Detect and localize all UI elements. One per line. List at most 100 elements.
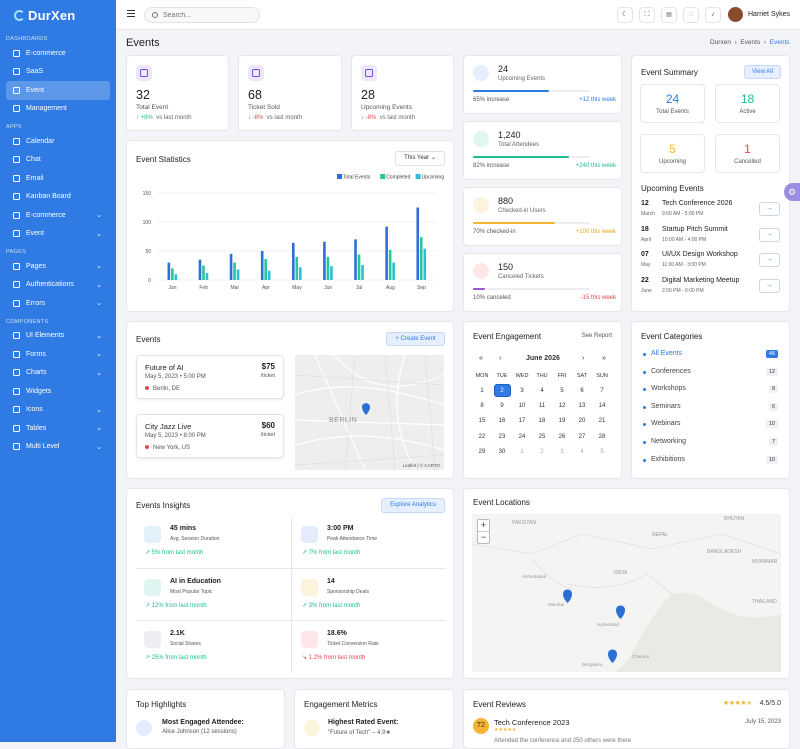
calendar-day[interactable]: 26 — [558, 433, 566, 440]
sidebar-item-pages[interactable]: Pages ⌄ — [0, 257, 116, 276]
sidebar-item-authentications[interactable]: Authentications ⌄ — [0, 276, 116, 295]
sidebar-item-event[interactable]: Event ⌄ — [0, 225, 116, 244]
calendar-day[interactable]: 16 — [498, 418, 506, 425]
sidebar-item-label: UI Elements — [26, 332, 65, 340]
calendar-day[interactable]: 5 — [560, 387, 564, 394]
category-item[interactable]: Conferences 12 — [643, 365, 781, 383]
calendar-day[interactable]: 27 — [578, 433, 586, 440]
sidebar-item-widgets[interactable]: Widgets — [0, 382, 116, 401]
breadcrumb-home[interactable]: Durxen — [710, 39, 731, 46]
avatar[interactable] — [728, 7, 743, 22]
search-box[interactable] — [144, 7, 260, 23]
category-item[interactable]: Webinars 10 — [643, 417, 781, 435]
category-item[interactable]: All Events 48 — [643, 347, 781, 365]
sidebar-item-e-commerce[interactable]: E-commerce ⌄ — [0, 206, 116, 225]
arrow-right-icon[interactable]: → — [759, 227, 780, 242]
fullscreen-icon[interactable]: ⛶ — [639, 7, 655, 23]
calendar-day[interactable]: 14 — [598, 402, 606, 409]
calendar-day[interactable]: 15 — [478, 418, 486, 425]
category-item[interactable]: Exhibitions 10 — [643, 453, 781, 471]
breadcrumb-section[interactable]: Events — [740, 39, 761, 46]
map-marker-icon — [563, 589, 572, 603]
arrow-right-icon[interactable]: → — [759, 253, 780, 267]
calendar-day[interactable]: 10 — [518, 402, 526, 409]
menu-icon[interactable] — [127, 10, 135, 17]
calendar-last-icon[interactable]: » — [602, 355, 606, 362]
category-item[interactable]: Workshops 8 — [643, 382, 781, 400]
calendar-day[interactable]: 22 — [478, 433, 486, 440]
calendar-day[interactable]: 20 — [578, 418, 586, 425]
brand-logo[interactable]: DurXen — [0, 0, 116, 30]
zoom-in-button[interactable]: + — [478, 520, 489, 532]
explore-analytics-button[interactable]: Explore Analytics — [381, 498, 445, 513]
calendar-day[interactable]: 12 — [558, 402, 566, 409]
sidebar-item-kanban-board[interactable]: Kanban Board — [0, 188, 116, 207]
berlin-map[interactable]: BERLIN Leaflet | © CARTO — [295, 355, 444, 470]
arrow-right-icon[interactable]: → — [759, 278, 780, 293]
search-input[interactable] — [163, 10, 253, 20]
calendar-day[interactable]: 25 — [538, 433, 546, 440]
calendar-day[interactable]: 6 — [580, 387, 584, 394]
map-attribution[interactable]: Leaflet | © CARTO — [402, 463, 440, 468]
sidebar-item-errors[interactable]: Errors ⌄ — [0, 294, 116, 313]
calendar-day[interactable]: 1 — [520, 448, 524, 455]
sidebar-item-tables[interactable]: Tables ⌄ — [0, 419, 116, 438]
calendar-day[interactable]: 29 — [478, 448, 486, 455]
map-streets — [295, 355, 444, 470]
calendar-day[interactable]: 19 — [558, 418, 566, 425]
view-all-button[interactable]: View All — [744, 65, 781, 79]
calendar-day[interactable]: 8 — [480, 402, 484, 409]
calendar-day[interactable]: 4 — [580, 448, 584, 455]
settings-gear-icon[interactable]: ⚙ — [784, 183, 800, 201]
india-map[interactable]: PAKISTAN NEPAL BHUTAN BANGLADESH MYANMAR… — [472, 514, 781, 672]
calendar-day[interactable]: 11 — [538, 402, 546, 409]
sidebar-item-chat[interactable]: Chat — [0, 151, 116, 170]
sidebar-item-charts[interactable]: Charts ⌄ — [0, 364, 116, 383]
calendar-day[interactable]: 18 — [538, 418, 546, 425]
messages-icon[interactable]: ◌ — [683, 7, 699, 23]
sidebar-item-icons[interactable]: Icons ⌄ — [0, 401, 116, 420]
calendar-prev-icon[interactable]: ‹ — [499, 355, 502, 362]
sidebar-item-management[interactable]: Management — [0, 100, 116, 119]
calendar-day[interactable]: 4 — [540, 387, 544, 394]
progress-bar — [473, 288, 590, 290]
calendar-day[interactable]: 7 — [600, 387, 604, 394]
year-filter-select[interactable]: This Year ⌄ — [395, 151, 445, 166]
sidebar-item-ui-elements[interactable]: UI Elements ⌄ — [0, 327, 116, 346]
sidebar-item-event[interactable]: Event — [6, 81, 110, 100]
calendar-day[interactable]: 5 — [600, 448, 604, 455]
calendar-day[interactable]: 13 — [578, 402, 586, 409]
calendar-day[interactable]: 2 — [492, 383, 512, 398]
arrow-right-icon[interactable]: → — [759, 202, 780, 216]
language-flag-icon[interactable]: ▤ — [661, 7, 677, 23]
sidebar-item-calendar[interactable]: Calendar — [0, 132, 116, 151]
see-report-link[interactable]: See Report — [581, 333, 612, 339]
calendar-day[interactable]: 9 — [500, 402, 504, 409]
calendar-day[interactable]: 3 — [560, 448, 564, 455]
calendar-day[interactable]: 2 — [540, 448, 544, 455]
calendar-day[interactable]: 23 — [498, 433, 506, 440]
calendar-day[interactable]: 1 — [480, 387, 484, 394]
calendar-next-icon[interactable]: › — [582, 355, 585, 362]
sidebar-item-email[interactable]: Email — [0, 169, 116, 188]
calendar-day[interactable]: 28 — [598, 433, 606, 440]
notification-icon[interactable]: ♪ — [705, 7, 721, 23]
sidebar-item-forms[interactable]: Forms ⌄ — [0, 345, 116, 364]
calendar-first-icon[interactable]: « — [479, 355, 483, 362]
calendar-day[interactable]: 17 — [518, 418, 526, 425]
event-item[interactable]: City Jazz Live May 5, 2023 • 8:00 PM New… — [136, 414, 284, 458]
create-event-button[interactable]: + Create Event — [386, 332, 445, 346]
sidebar-item-saas[interactable]: SaaS — [0, 63, 116, 82]
user-name[interactable]: Harriet Sykes — [748, 11, 791, 18]
calendar-day[interactable]: 24 — [518, 433, 526, 440]
theme-toggle-icon[interactable]: ☾ — [617, 7, 633, 23]
sidebar-item-multi-level[interactable]: Multi Level ⌄ — [0, 438, 116, 457]
calendar-day[interactable]: 21 — [598, 418, 606, 425]
category-item[interactable]: Networking 7 — [643, 435, 781, 453]
calendar-day[interactable]: 3 — [520, 387, 524, 394]
sidebar-item-e-commerce[interactable]: E-commerce — [0, 44, 116, 63]
category-item[interactable]: Seminars 6 — [643, 400, 781, 418]
calendar-day[interactable]: 30 — [498, 448, 506, 455]
event-item[interactable]: Future of AI May 5, 2023 • 5:00 PM Berli… — [136, 355, 284, 399]
zoom-out-button[interactable]: − — [480, 532, 487, 542]
